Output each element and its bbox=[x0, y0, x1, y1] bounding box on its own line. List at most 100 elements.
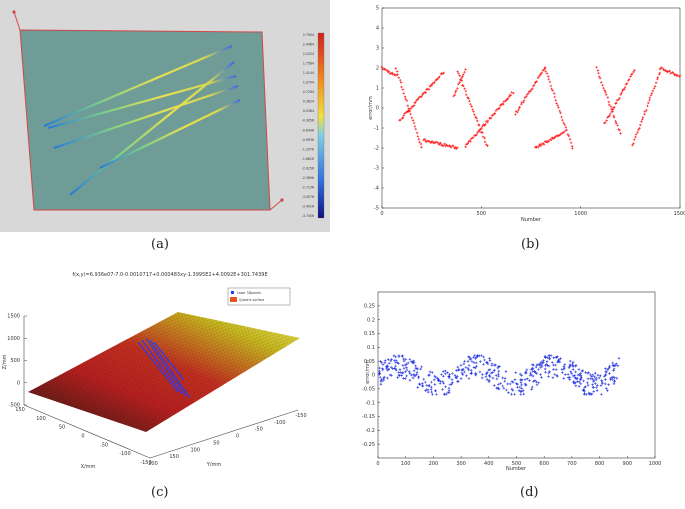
data-point-d bbox=[569, 370, 573, 374]
data-point-d bbox=[601, 382, 604, 385]
data-point-d bbox=[541, 361, 544, 365]
y-tick-label-b: 5 bbox=[376, 6, 379, 12]
data-point-b bbox=[517, 108, 520, 112]
y-tick-label-c: 200 bbox=[148, 461, 158, 467]
data-point-b bbox=[415, 131, 419, 135]
data-point-d bbox=[528, 379, 531, 382]
data-point-b bbox=[399, 118, 402, 122]
colorbar-label: -0.3056 bbox=[302, 119, 314, 123]
data-point-d bbox=[402, 357, 405, 361]
data-point-b bbox=[547, 75, 550, 78]
data-point-b bbox=[463, 70, 466, 74]
data-point-b bbox=[418, 140, 421, 144]
data-point-d bbox=[390, 358, 393, 361]
data-point-d bbox=[611, 361, 615, 365]
data-point-d bbox=[612, 382, 616, 386]
data-point-b bbox=[457, 82, 460, 86]
data-point-d bbox=[497, 383, 500, 386]
data-point-b bbox=[475, 116, 478, 120]
data-point-d bbox=[539, 363, 543, 366]
data-point-b bbox=[549, 84, 553, 88]
data-point-b bbox=[565, 128, 568, 132]
data-point-d bbox=[599, 384, 603, 387]
data-point-d bbox=[548, 370, 551, 373]
data-point-b bbox=[502, 102, 505, 106]
data-point-b bbox=[417, 97, 420, 100]
data-point-b bbox=[564, 126, 568, 129]
data-point-b bbox=[483, 136, 486, 140]
data-point-d bbox=[580, 369, 584, 373]
data-point-b bbox=[615, 122, 618, 125]
data-point-d bbox=[475, 364, 478, 368]
data-point-b bbox=[435, 78, 438, 81]
data-point-d bbox=[558, 360, 562, 364]
data-point-d bbox=[404, 358, 408, 361]
data-point-b bbox=[656, 77, 659, 81]
x-tick-label-d: 900 bbox=[623, 461, 633, 467]
data-point-b bbox=[461, 75, 464, 78]
colorbar-label: 2.4464 bbox=[303, 43, 314, 47]
data-point-b bbox=[498, 106, 501, 110]
data-point-b bbox=[612, 116, 616, 119]
data-point-b bbox=[604, 93, 608, 96]
data-point-b bbox=[619, 132, 622, 135]
data-point-b bbox=[634, 135, 637, 139]
data-point-d bbox=[597, 376, 601, 380]
colorbar-labels: 2.7904 2.4464 2.1024 1.7584 1.4144 1.0704 0.72… bbox=[302, 33, 314, 218]
data-point-d bbox=[552, 368, 555, 371]
data-point-b bbox=[403, 95, 407, 98]
data-point-b bbox=[657, 73, 661, 76]
data-point-d bbox=[607, 367, 610, 370]
data-point-b bbox=[662, 68, 666, 71]
x-tick-label-c: 50 bbox=[59, 425, 65, 431]
panel-a-corner-rod-2 bbox=[269, 199, 283, 211]
data-point-d bbox=[525, 368, 529, 372]
data-point-b bbox=[643, 110, 647, 113]
data-point-d bbox=[539, 366, 543, 369]
data-point-d bbox=[473, 366, 477, 370]
data-point-d bbox=[611, 364, 615, 367]
data-point-d bbox=[456, 380, 460, 383]
x-tick-label-c: 150 bbox=[15, 407, 25, 413]
data-point-b bbox=[536, 76, 540, 80]
data-point-d bbox=[432, 378, 436, 382]
data-point-b bbox=[401, 116, 405, 119]
data-point-d bbox=[450, 382, 454, 386]
data-point-b bbox=[567, 134, 571, 138]
data-point-d bbox=[430, 380, 433, 384]
data-point-b bbox=[627, 78, 631, 81]
data-point-b bbox=[502, 100, 506, 103]
data-point-d bbox=[607, 383, 610, 386]
data-point-b bbox=[618, 128, 621, 132]
data-point-d bbox=[427, 373, 430, 377]
y-tick-label-c: 100 bbox=[191, 447, 201, 453]
data-point-b bbox=[433, 80, 436, 84]
ylabel-c: Y/mm bbox=[206, 462, 222, 468]
data-point-d bbox=[396, 376, 400, 379]
data-point-d bbox=[405, 366, 408, 369]
data-point-b bbox=[528, 90, 532, 93]
data-point-b bbox=[527, 92, 530, 95]
data-point-d bbox=[442, 374, 445, 378]
data-point-d bbox=[456, 365, 460, 369]
data-point-b bbox=[453, 93, 457, 97]
data-point-d bbox=[520, 374, 523, 377]
data-point-d bbox=[506, 382, 509, 386]
data-point-d bbox=[466, 366, 470, 370]
data-point-b bbox=[570, 145, 574, 148]
y-tick-label-b: -2 bbox=[374, 146, 379, 152]
data-point-b bbox=[413, 125, 417, 128]
data-point-b bbox=[452, 144, 455, 148]
data-point-b bbox=[406, 104, 410, 107]
data-point-d bbox=[544, 356, 547, 359]
colorbar-label: 0.7264 bbox=[303, 90, 314, 94]
data-point-d bbox=[416, 385, 420, 389]
data-point-b bbox=[423, 137, 427, 141]
colorbar-label: 1.4144 bbox=[303, 71, 314, 75]
caption-d: (d) bbox=[520, 485, 538, 500]
data-point-b bbox=[650, 92, 654, 95]
data-point-b bbox=[520, 102, 523, 106]
data-point-d bbox=[444, 372, 447, 376]
data-point-d bbox=[561, 371, 564, 374]
data-point-d bbox=[486, 362, 490, 366]
